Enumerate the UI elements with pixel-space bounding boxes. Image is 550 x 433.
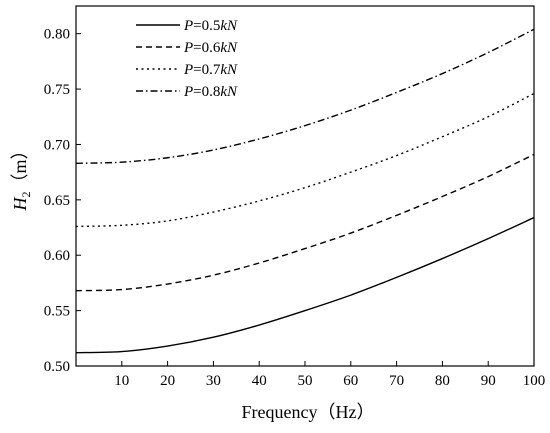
y-tick-label: 0.50: [44, 359, 70, 375]
legend-label-3: P=0.7kN: [183, 62, 238, 78]
x-tick-label: 80: [435, 373, 450, 389]
x-axis-ticks: 10 20 30 40 50 60 70 80 90 100: [114, 361, 545, 389]
x-tick-label: 10: [114, 373, 129, 389]
series-line-2: [75, 153, 535, 292]
x-tick-label: 40: [252, 373, 267, 389]
y-tick-label: 0.70: [44, 137, 70, 153]
series-line-1: [75, 216, 535, 354]
x-tick-label: 50: [298, 373, 313, 389]
legend: P=0.5kN P=0.6kN P=0.7kN P=0.8kN: [136, 18, 238, 100]
y-axis-title: H2（m）: [10, 141, 33, 211]
y-tick-label: 0.60: [44, 248, 70, 264]
y-axis-title-main: H: [10, 197, 30, 212]
plot-frame: [75, 5, 535, 367]
x-tick-label: 60: [343, 373, 358, 389]
legend-label-2: P=0.6kN: [183, 40, 238, 56]
y-tick-label: 0.55: [44, 304, 70, 320]
y-axis-title-unit: （m）: [10, 141, 30, 191]
y-axis-title-sub: 2: [19, 192, 33, 198]
x-axis-title: Frequency（Hz）: [242, 402, 375, 422]
x-tick-label: 90: [481, 373, 496, 389]
legend-label-4: P=0.8kN: [183, 84, 238, 100]
y-tick-label: 0.75: [44, 82, 70, 98]
y-axis-ticks: 0.50 0.55 0.60 0.65 0.70 0.75 0.80: [44, 27, 81, 375]
y-tick-label: 0.65: [44, 193, 70, 209]
x-tick-label: 100: [523, 373, 546, 389]
series-line-3: [75, 92, 535, 228]
x-tick-label: 70: [389, 373, 404, 389]
series-lines: [75, 28, 535, 354]
x-tick-label: 30: [206, 373, 221, 389]
plot-area-border: [75, 5, 535, 367]
x-tick-label: 20: [160, 373, 175, 389]
series-line-4: [75, 28, 535, 164]
legend-label-1: P=0.5kN: [183, 18, 238, 34]
y-tick-label: 0.80: [44, 27, 70, 43]
